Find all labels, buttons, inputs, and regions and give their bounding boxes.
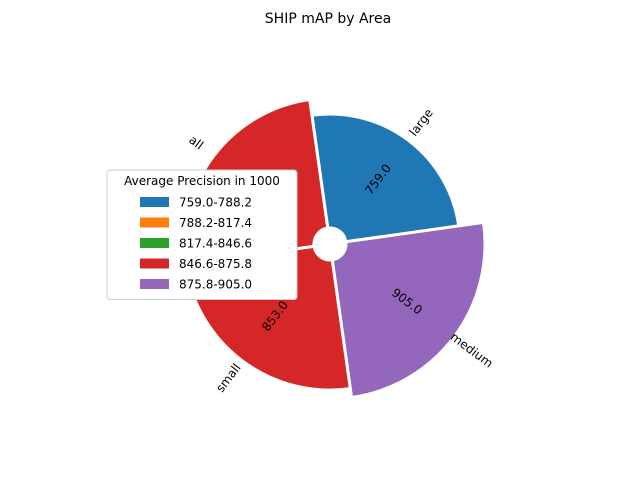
legend-swatch	[140, 197, 169, 207]
chart-title: SHIP mAP by Area	[265, 11, 391, 27]
category-label-medium: medium	[448, 330, 496, 371]
wedge-medium	[330, 220, 487, 400]
legend-swatch	[140, 238, 169, 248]
legend-swatch	[140, 217, 169, 228]
legend-title: Average Precision in 1000	[124, 174, 280, 188]
legend-entry-label: 788.2-817.4	[179, 216, 252, 230]
legend-entry-label: 846.6-875.8	[179, 257, 252, 271]
legend-entry-label: 759.0-788.2	[179, 196, 252, 210]
legend-entry-label: 817.4-846.6	[179, 237, 252, 251]
legend: Average Precision in 1000 759.0-788.2 788.…	[106, 169, 298, 300]
wedge-large	[310, 112, 461, 244]
category-label-all: all	[186, 133, 206, 153]
legend-entry-label: 875.8-905.0	[179, 278, 252, 292]
category-label-small: small	[213, 361, 243, 395]
legend-swatch	[140, 258, 169, 269]
category-label-large: large	[406, 106, 435, 139]
legend-swatch	[140, 279, 169, 289]
